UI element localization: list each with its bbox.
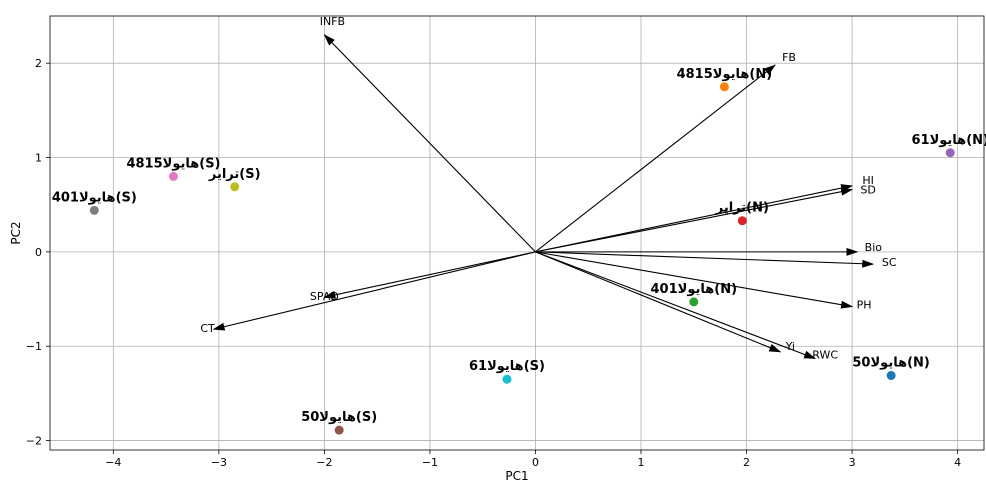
- score-point: [737, 216, 747, 226]
- plot-frame: [49, 15, 985, 451]
- y-tick-label: 0: [35, 246, 42, 259]
- vector-sd: [535, 187, 854, 253]
- score-point: [719, 82, 729, 92]
- x-axis-label: PC1: [505, 469, 528, 482]
- y-tick-label: 2: [35, 57, 42, 70]
- score-point: [886, 370, 896, 380]
- vector-label: CT: [200, 322, 215, 335]
- vector-ph: [535, 251, 854, 309]
- vector-label: Bio: [865, 241, 883, 254]
- vector-fb: [535, 64, 776, 253]
- point-label: ترایر(N): [715, 201, 769, 216]
- score-point: [689, 297, 699, 307]
- x-tick-label: −3: [211, 456, 227, 469]
- vector-ct: [212, 251, 536, 331]
- vector-label: INFB: [320, 15, 345, 28]
- vector-label: PH: [857, 299, 872, 312]
- point-label: ترایر(S): [208, 167, 261, 182]
- x-tick-label: 2: [743, 456, 750, 469]
- vector-label: SD: [860, 184, 875, 197]
- score-point: [168, 171, 178, 181]
- x-tick-label: 0: [532, 456, 539, 469]
- x-tick-label: 4: [954, 456, 961, 469]
- score-point: [945, 148, 955, 158]
- score-points: هایولا50(N) هایولا4815(N) هایولا401(N) ترای…: [52, 67, 986, 435]
- x-tick-label: 1: [638, 456, 645, 469]
- vector-yi: [535, 251, 782, 353]
- x-tick-label: −4: [105, 456, 121, 469]
- vector-label: FB: [782, 51, 796, 64]
- point-label: هایولا50(S): [301, 410, 377, 425]
- score-point: [502, 374, 512, 384]
- vector-label: HI: [862, 174, 874, 187]
- vector-label: SPAD: [310, 290, 339, 303]
- y-tick-label: 1: [35, 152, 42, 165]
- point-label: هایولا4815(S): [126, 156, 220, 171]
- point-label: هایولا61(N): [911, 133, 986, 148]
- y-tick-label: −2: [26, 435, 42, 448]
- point-label: هایولا4815(N): [677, 67, 773, 82]
- score-point: [230, 182, 240, 192]
- vector-rwc: [535, 251, 817, 359]
- point-label: هایولا401(N): [651, 282, 738, 297]
- point-label: هایولا401(S): [52, 190, 137, 205]
- point-label: هایولا61(S): [469, 359, 545, 374]
- vector-label: RWC: [812, 348, 838, 361]
- point-label: هایولا50(N): [852, 355, 929, 370]
- vector-hi: [535, 184, 854, 253]
- y-axis-label: PC2: [9, 221, 23, 244]
- x-tick-label: 3: [849, 456, 856, 469]
- vector-spad: [323, 251, 536, 299]
- x-tick-label: −1: [422, 456, 438, 469]
- plot-axes: −4 −3 −2 −1 0 1 2 3 4 −2 −1 0 1 2: [26, 15, 985, 469]
- y-tick-label: −1: [26, 340, 42, 353]
- vector-sc: [535, 251, 875, 268]
- x-tick-label: −2: [316, 456, 332, 469]
- vector-infb: [323, 34, 536, 253]
- score-point: [334, 425, 344, 435]
- vector-label: SC: [882, 256, 897, 269]
- vector-label: Yi: [785, 340, 795, 353]
- grid-lines: [50, 16, 984, 450]
- score-point: [89, 205, 99, 215]
